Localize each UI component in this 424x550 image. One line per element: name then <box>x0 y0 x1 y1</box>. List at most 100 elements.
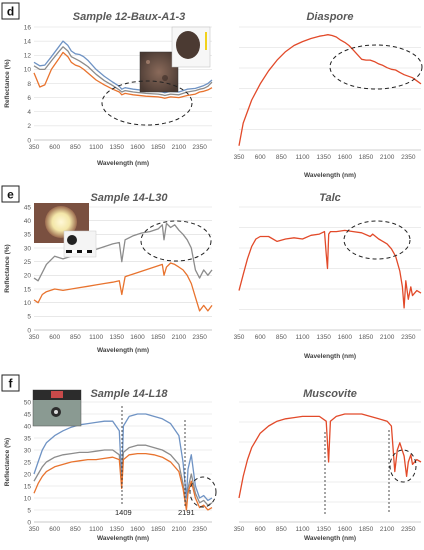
y-tick-label: 15 <box>24 286 32 293</box>
panel-label-f-text: f <box>9 377 14 391</box>
y-tick-label: 0 <box>27 137 31 144</box>
y-tick-label: 50 <box>24 399 32 406</box>
panel-label-e-text: e <box>7 188 14 202</box>
panel-label-d: d <box>1 2 20 20</box>
y-tick-label: 10 <box>24 495 32 502</box>
chart-f-sample: 0 5 10 15 20 25 30 35 40 45 50 350 600 850 1100 1350 160… <box>4 388 213 542</box>
highlight-ellipse-f-sample <box>189 476 217 508</box>
x-tick-label: 1350 <box>316 334 331 341</box>
x-tick-label: 2350 <box>192 334 207 341</box>
sample-photo-f <box>32 389 82 427</box>
x-tick-label: 1350 <box>110 334 125 341</box>
y-axis-label: Reflectance (%) <box>4 59 11 107</box>
series-line-red <box>238 34 422 146</box>
y-tick-label: 40 <box>24 218 32 225</box>
chart-title: Talc <box>319 192 341 204</box>
y-tick-label: 16 <box>24 24 32 31</box>
x-tick-label: 1850 <box>359 334 374 341</box>
x-tick-label: 850 <box>70 526 81 533</box>
x-tick-label: 850 <box>276 526 287 533</box>
x-tick-label: 1850 <box>151 144 166 151</box>
x-tick-label: 350 <box>29 526 40 533</box>
series-line-blue <box>33 40 213 94</box>
y-tick-label: 40 <box>24 423 32 430</box>
x-axis-label: Wavelength (nm) <box>97 160 149 167</box>
x-tick-label: 1600 <box>338 154 353 161</box>
y-tick-label: 10 <box>24 300 32 307</box>
y-tick-label: 25 <box>24 459 32 466</box>
y-tick-label: 10 <box>24 67 32 74</box>
x-tick-label: 2100 <box>172 334 187 341</box>
y-tick-label: 35 <box>24 232 32 239</box>
x-tick-label: 2350 <box>401 526 416 533</box>
panel-label-d-text: d <box>7 5 14 19</box>
x-tick-label: 350 <box>234 154 245 161</box>
sample-photo-d <box>139 51 179 93</box>
x-tick-label: 1600 <box>338 334 353 341</box>
x-tick-label: 1100 <box>295 154 309 161</box>
panel-label-e: e <box>1 185 20 203</box>
sample-photo-e-scale <box>63 230 97 258</box>
annotation-1409: 1409 <box>115 508 132 517</box>
x-tick-label: 350 <box>234 334 245 341</box>
x-tick-label: 600 <box>49 334 60 341</box>
highlight-ellipse-d-sample <box>101 80 193 126</box>
x-axis-label: Wavelength (nm) <box>304 535 356 542</box>
y-tick-label: 8 <box>27 81 31 88</box>
x-tick-label: 1350 <box>316 526 331 533</box>
chart-f-reference: 350 600 850 1100 1350 1600 1850 2100 2350 Muscovi… <box>234 388 422 542</box>
x-tick-label: 1600 <box>130 334 145 341</box>
series-line-orange <box>33 51 213 99</box>
x-tick-label: 2100 <box>380 526 395 533</box>
x-tick-label: 600 <box>255 334 266 341</box>
x-tick-label: 2350 <box>192 526 207 533</box>
x-tick-label: 1850 <box>151 526 166 533</box>
x-axis-label: Wavelength (nm) <box>97 535 149 542</box>
y-tick-label: 45 <box>24 204 32 211</box>
y-tick-label: 45 <box>24 411 32 418</box>
y-tick-label: 2 <box>27 123 31 130</box>
series-line-red <box>238 413 422 499</box>
x-tick-label: 1100 <box>295 334 309 341</box>
x-tick-label: 350 <box>29 334 40 341</box>
y-tick-label: 14 <box>24 38 32 45</box>
x-tick-label: 1350 <box>316 154 331 161</box>
y-axis-label: Reflectance (%) <box>4 244 11 292</box>
x-axis-label: Wavelength (nm) <box>304 353 356 360</box>
x-tick-label: 2350 <box>401 154 416 161</box>
x-tick-label: 1850 <box>151 334 166 341</box>
y-tick-label: 12 <box>24 53 32 60</box>
chart-title: Sample 14-L18 <box>90 388 168 400</box>
x-tick-label: 850 <box>276 334 287 341</box>
highlight-ellipse-e-talc <box>343 220 411 260</box>
x-axis-label: Wavelength (nm) <box>97 347 149 354</box>
y-tick-label: 30 <box>24 245 32 252</box>
x-tick-label: 2100 <box>380 154 395 161</box>
x-tick-label: 850 <box>70 334 81 341</box>
x-tick-label: 600 <box>255 154 266 161</box>
chart-title: Diaspore <box>306 11 353 23</box>
chart-e-reference: 350 600 850 1100 1350 1600 1850 2100 2350 Talc Wav… <box>234 192 422 360</box>
x-tick-label: 1350 <box>110 526 125 533</box>
y-tick-label: 5 <box>27 507 31 514</box>
y-tick-label: 35 <box>24 435 32 442</box>
series-line-gray <box>33 444 213 509</box>
y-tick-label: 4 <box>27 109 31 116</box>
x-tick-label: 2100 <box>380 334 395 341</box>
x-tick-label: 850 <box>70 144 81 151</box>
x-tick-label: 1850 <box>359 526 374 533</box>
highlight-ellipse-d-diaspore <box>329 44 423 90</box>
y-tick-label: 0 <box>27 519 31 526</box>
sample-photo-d-small <box>171 26 211 68</box>
x-tick-label: 1100 <box>295 526 309 533</box>
y-tick-label: 30 <box>24 447 32 454</box>
chart-title: Muscovite <box>303 388 357 400</box>
series-line-blue <box>33 413 213 502</box>
x-tick-label: 2100 <box>172 144 187 151</box>
x-tick-label: 1850 <box>359 154 374 161</box>
x-tick-label: 350 <box>234 526 245 533</box>
x-tick-label: 1600 <box>338 526 353 533</box>
x-tick-label: 600 <box>255 526 266 533</box>
